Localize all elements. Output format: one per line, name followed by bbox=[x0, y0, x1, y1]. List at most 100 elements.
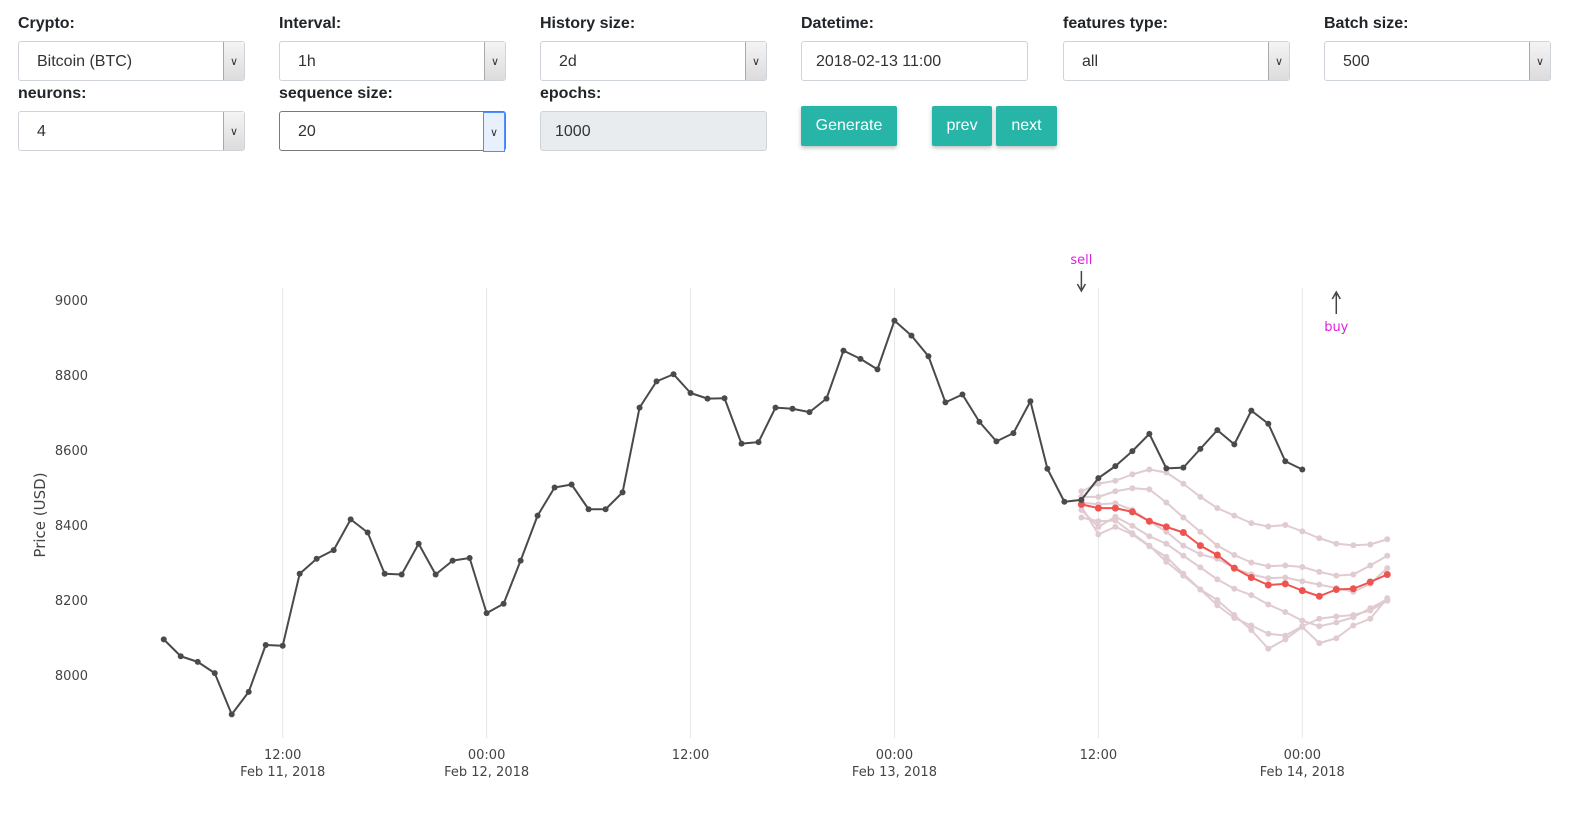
faded-prediction-point bbox=[1231, 585, 1238, 592]
history-label: History size: bbox=[540, 15, 636, 32]
price-point bbox=[619, 489, 626, 496]
interval-control: Interval: 1h ∨ bbox=[279, 0, 506, 81]
price-point bbox=[1231, 441, 1238, 448]
prediction-point bbox=[1349, 585, 1357, 593]
faded-prediction-point bbox=[1282, 522, 1289, 528]
chevron-down-icon[interactable]: ∨ bbox=[223, 42, 244, 80]
history-select[interactable]: 2d ∨ bbox=[540, 41, 767, 81]
sequence-select[interactable]: 20 ∨ bbox=[279, 111, 506, 152]
price-point bbox=[1078, 496, 1085, 503]
crypto-select[interactable]: Bitcoin (BTC) ∨ bbox=[18, 41, 245, 81]
prediction-point bbox=[1077, 500, 1085, 508]
faded-prediction-point bbox=[1248, 559, 1255, 566]
batch-control: Batch size: 500 ∨ bbox=[1324, 0, 1551, 81]
faded-prediction-point bbox=[1248, 627, 1255, 633]
y-tick-label: 8000 bbox=[55, 669, 88, 684]
generate-button[interactable]: Generate bbox=[801, 106, 897, 146]
chevron-down-icon[interactable]: ∨ bbox=[1529, 42, 1550, 80]
prediction-point bbox=[1128, 508, 1136, 516]
faded-prediction-point bbox=[1095, 523, 1102, 530]
price-point bbox=[1299, 466, 1306, 473]
price-point bbox=[381, 570, 388, 577]
faded-prediction-point bbox=[1146, 543, 1153, 550]
chevron-down-icon[interactable]: ∨ bbox=[223, 112, 244, 150]
price-point bbox=[959, 391, 966, 398]
faded-prediction-point bbox=[1384, 552, 1391, 559]
prev-button[interactable]: prev bbox=[932, 106, 992, 146]
features-select[interactable]: all ∨ bbox=[1063, 41, 1290, 81]
price-point bbox=[1044, 465, 1051, 472]
price-point bbox=[687, 390, 694, 396]
faded-prediction-point bbox=[1095, 531, 1102, 538]
faded-prediction-line bbox=[1080, 505, 1389, 650]
faded-prediction-point bbox=[1095, 518, 1102, 525]
price-point bbox=[432, 571, 439, 578]
interval-select[interactable]: 1h ∨ bbox=[279, 41, 506, 81]
faded-prediction-point bbox=[1316, 568, 1323, 575]
arrow-up-head bbox=[1331, 290, 1341, 300]
prediction-point bbox=[1213, 551, 1221, 559]
faded-prediction-point bbox=[1282, 574, 1289, 581]
neurons-select[interactable]: 4 ∨ bbox=[18, 111, 245, 151]
faded-prediction-point bbox=[1367, 562, 1374, 569]
faded-prediction-point bbox=[1333, 619, 1340, 626]
price-point bbox=[1112, 463, 1119, 470]
faded-prediction-point bbox=[1112, 523, 1119, 530]
prediction-point bbox=[1383, 571, 1391, 578]
faded-prediction-point bbox=[1316, 581, 1323, 588]
price-point bbox=[908, 332, 915, 339]
x-tick-sublabel: Feb 12, 2018 bbox=[444, 765, 529, 780]
price-point bbox=[330, 547, 337, 554]
batch-select[interactable]: 500 ∨ bbox=[1324, 41, 1551, 81]
chevron-down-icon[interactable]: ∨ bbox=[1268, 42, 1289, 80]
chevron-down-icon[interactable]: ∨ bbox=[745, 42, 766, 80]
faded-prediction-point bbox=[1265, 563, 1272, 570]
faded-prediction-point bbox=[1146, 533, 1153, 540]
x-tick-label: 12:00 bbox=[672, 748, 709, 763]
faded-prediction-point bbox=[1265, 523, 1272, 530]
datetime-input[interactable]: 2018-02-13 11:00 bbox=[801, 41, 1028, 81]
price-point bbox=[993, 438, 1000, 445]
prediction-point bbox=[1111, 504, 1119, 512]
prediction-point bbox=[1315, 592, 1323, 600]
sell-annotation-label: sell bbox=[1070, 253, 1092, 268]
interval-label: Interval: bbox=[279, 15, 342, 32]
faded-prediction-point bbox=[1316, 640, 1323, 647]
chevron-down-icon[interactable]: ∨ bbox=[483, 112, 505, 152]
price-point bbox=[585, 506, 592, 513]
faded-prediction-point bbox=[1350, 622, 1357, 629]
datetime-value: 2018-02-13 11:00 bbox=[816, 53, 942, 70]
next-button[interactable]: next bbox=[996, 106, 1057, 146]
faded-prediction-point bbox=[1248, 622, 1255, 629]
faded-prediction-point bbox=[1180, 570, 1187, 577]
faded-prediction-point bbox=[1078, 514, 1085, 521]
faded-prediction-point bbox=[1214, 576, 1221, 583]
faded-prediction-point bbox=[1112, 477, 1119, 484]
chevron-down-icon[interactable]: ∨ bbox=[484, 42, 505, 80]
prediction-point bbox=[1094, 504, 1102, 512]
sequence-value: 20 bbox=[298, 123, 316, 140]
price-point bbox=[755, 439, 762, 446]
faded-prediction-point bbox=[1214, 505, 1221, 512]
price-point bbox=[1163, 465, 1170, 472]
price-point bbox=[738, 440, 745, 447]
epochs-control: epochs: 1000 bbox=[540, 82, 767, 151]
faded-prediction-point bbox=[1316, 535, 1323, 542]
x-tick-label: 00:00 bbox=[468, 748, 505, 763]
price-point bbox=[160, 636, 167, 643]
price-point bbox=[704, 395, 711, 402]
faded-prediction-point bbox=[1350, 571, 1357, 578]
x-tick-sublabel: Feb 13, 2018 bbox=[852, 765, 937, 780]
price-point bbox=[721, 395, 728, 402]
faded-prediction-point bbox=[1333, 540, 1340, 547]
y-tick-label: 9000 bbox=[55, 294, 88, 309]
faded-prediction-point bbox=[1197, 528, 1204, 535]
x-tick-label: 00:00 bbox=[876, 748, 913, 763]
faded-prediction-point bbox=[1299, 578, 1306, 585]
faded-prediction-point bbox=[1163, 499, 1170, 506]
epochs-input: 1000 bbox=[540, 111, 767, 151]
crypto-label: Crypto: bbox=[18, 15, 75, 32]
price-point bbox=[262, 642, 269, 648]
price-point bbox=[976, 418, 983, 425]
datetime-control: Datetime: 2018-02-13 11:00 bbox=[801, 0, 1028, 81]
